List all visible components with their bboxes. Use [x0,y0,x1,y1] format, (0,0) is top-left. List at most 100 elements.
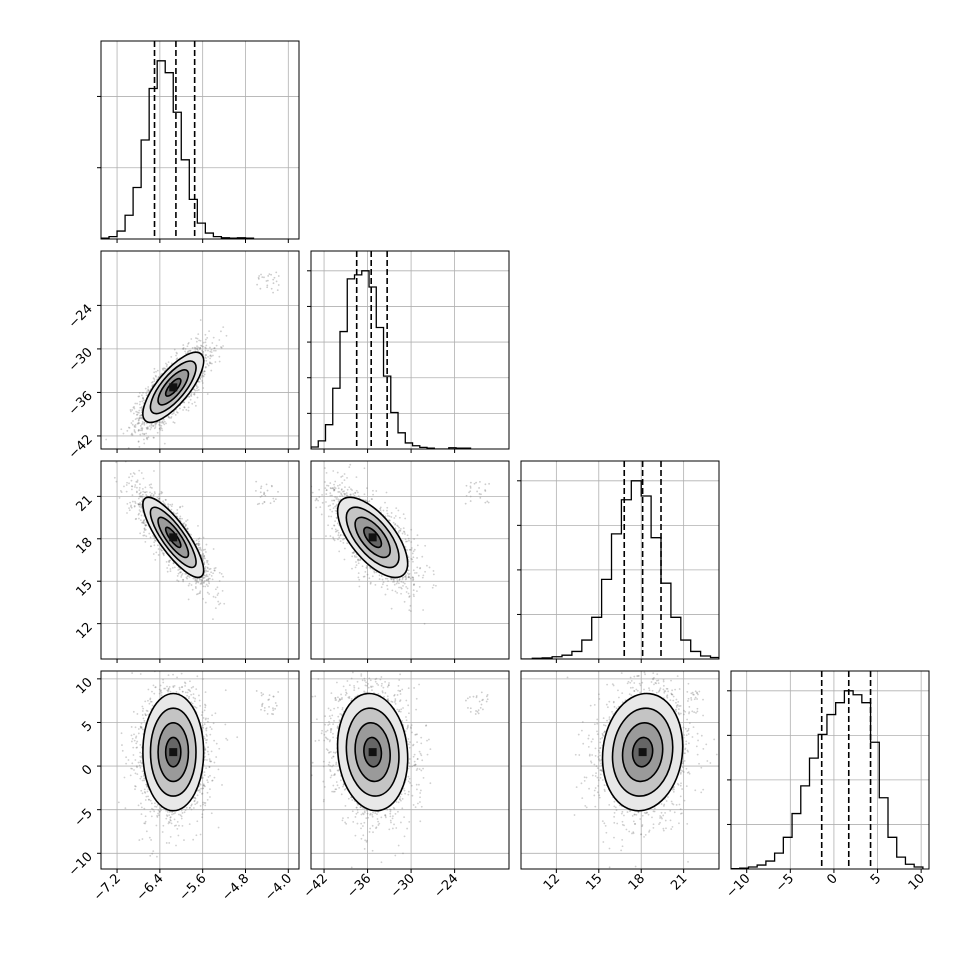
sample-point [193,393,196,396]
sample-point [143,527,146,530]
outlier-point [268,273,271,276]
sample-point [195,384,198,386]
sample-point [163,442,166,445]
sample-point [180,574,183,577]
panel-1-1 [97,40,300,243]
sample-point [150,492,153,495]
sample-point [153,491,156,493]
sample-point [149,491,151,494]
sample-point [135,410,138,413]
outlier-point [260,485,263,488]
sample-point [179,505,182,508]
contour-line [157,516,190,559]
sample-point [205,347,207,350]
sample-point [153,378,156,381]
sample-point [167,503,170,506]
sample-point [134,426,137,428]
sample-point [186,527,189,530]
sample-point [140,423,143,426]
sample-point [184,573,187,575]
sample-point [134,500,136,503]
sample-point [163,420,166,423]
sample-point [172,421,175,424]
sample-point [202,552,204,555]
sample-point [154,426,157,428]
sample-point [141,429,143,432]
sample-point [156,431,159,434]
sample-point [198,540,200,543]
sample-point [186,350,189,353]
sample-point [207,578,210,581]
sample-point [138,503,141,506]
sample-point [206,363,209,365]
sample-point [147,390,150,392]
sample-point [157,376,160,379]
sample-point [126,512,128,514]
panel-frame [100,460,300,660]
sample-point [193,388,196,391]
sample-point [149,536,152,539]
sample-point [127,426,130,429]
sample-point [217,592,220,595]
sample-point [179,571,182,574]
sample-point [142,490,145,493]
sample-point [207,579,210,582]
sample-point [213,569,216,572]
sample-point [150,483,153,486]
outlier-point [258,502,261,505]
sample-point [170,417,172,419]
sample-point [162,422,165,425]
sample-point [139,510,142,513]
sample-point [207,364,210,367]
sample-point [197,380,200,383]
sample-point [211,578,214,581]
sample-point [152,436,155,439]
sample-point [409,610,412,612]
sample-point [203,576,206,579]
sample-point [195,579,198,582]
sample-point [147,426,149,429]
sample-point [190,584,193,586]
outlier-point [277,490,279,493]
sample-point [185,352,187,355]
sample-point [148,532,151,535]
sample-point [182,578,185,581]
sample-point [138,411,140,414]
sample-point [199,546,202,549]
sample-point [145,432,148,435]
sample-point [131,485,134,488]
sample-point [187,406,190,409]
sample-point [205,579,208,582]
sample-point [220,572,223,575]
sample-point [149,486,152,489]
sample-point [208,330,211,333]
sample-point [145,491,148,493]
sample-point [202,549,205,551]
sample-point [163,418,165,421]
sample-point [171,503,174,506]
outlier-point [263,493,265,496]
sample-point [412,579,414,582]
sample-point [143,399,145,402]
sample-point [151,384,154,387]
sample-point [225,334,228,337]
sample-point [190,533,192,536]
sample-point [145,426,148,429]
sample-point [198,543,201,546]
sample-point [170,508,173,511]
sample-point [180,575,183,578]
sample-point [145,422,148,425]
sample-point [182,401,185,404]
sample-point [203,555,205,558]
sample-point [218,339,221,341]
sample-point [172,562,175,565]
sample-point [175,351,178,354]
sample-point [158,497,161,500]
sample-point [138,469,141,472]
sample-point [197,593,199,595]
sample-point [141,432,144,435]
sample-point [135,413,138,416]
sample-point [214,349,217,352]
sample-point [203,581,205,584]
sample-point [128,482,130,485]
